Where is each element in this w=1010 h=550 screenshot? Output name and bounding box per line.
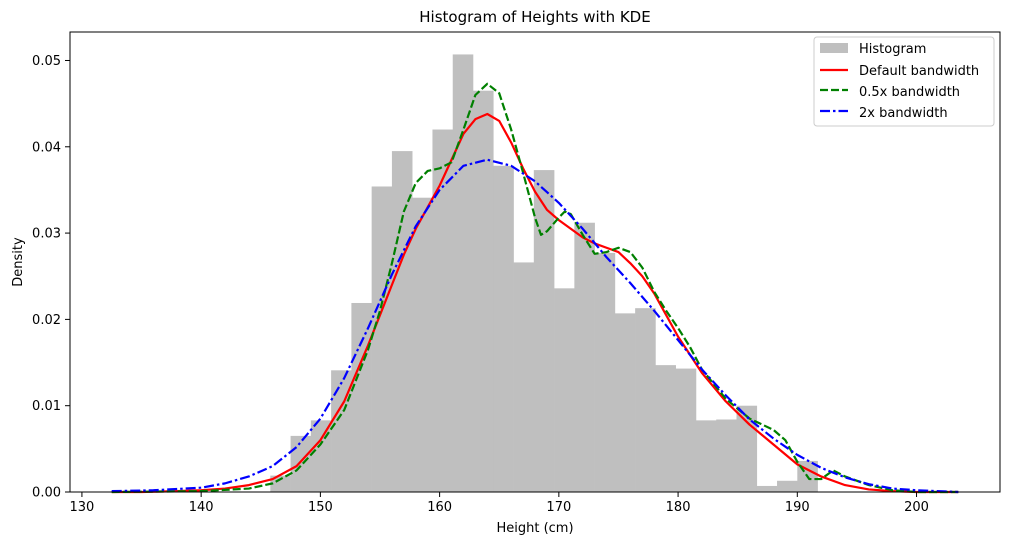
legend-box bbox=[813, 36, 995, 127]
histogram-bar bbox=[391, 151, 413, 492]
histogram-bar bbox=[736, 405, 758, 492]
y-tick-label: 0.02 bbox=[32, 313, 61, 328]
y-axis-ticks: 0.00 0.01 0.02 0.03 0.04 0.05 bbox=[32, 54, 70, 501]
x-tick-label: 170 bbox=[546, 500, 571, 515]
histogram-bar bbox=[533, 170, 555, 492]
x-tick-label: 150 bbox=[308, 500, 333, 515]
legend-histogram-swatch bbox=[820, 43, 848, 53]
kde-line-default-bandwidth bbox=[111, 112, 959, 494]
histogram-bar bbox=[270, 475, 291, 492]
legend-histogram-label: Histogram bbox=[859, 42, 926, 57]
x-tick-label: 200 bbox=[904, 500, 929, 515]
histogram-bar bbox=[513, 262, 535, 492]
histogram-bar bbox=[635, 308, 656, 492]
y-tick-label: 0.01 bbox=[32, 399, 61, 414]
histogram-bar bbox=[473, 90, 494, 492]
histogram-bar bbox=[675, 368, 697, 492]
x-axis-ticks: 130 140 150 160 170 180 190 200 bbox=[70, 492, 929, 515]
histogram-bar bbox=[695, 420, 717, 492]
histogram-bar bbox=[756, 485, 778, 492]
x-tick-label: 130 bbox=[70, 500, 95, 515]
legend-half-bandwidth-label: 0.5x bandwidth bbox=[859, 85, 960, 100]
histogram-bar bbox=[412, 197, 433, 492]
histogram-bar bbox=[432, 129, 454, 492]
histogram-bar bbox=[310, 420, 332, 492]
y-tick-label: 0.04 bbox=[32, 140, 61, 155]
x-tick-label: 180 bbox=[666, 500, 691, 515]
histogram-bar bbox=[371, 186, 393, 493]
x-tick-label: 160 bbox=[427, 500, 452, 515]
x-tick-label: 190 bbox=[785, 500, 810, 515]
histogram-bar bbox=[351, 302, 372, 492]
legend: Histogram Default bandwidth 0.5x bandwid… bbox=[813, 36, 995, 127]
chart-title: Histogram of Heights with KDE bbox=[419, 8, 650, 26]
histogram-bar bbox=[594, 252, 616, 492]
histogram-bars bbox=[270, 54, 818, 493]
histogram-bar bbox=[574, 222, 595, 493]
y-axis-label: Density bbox=[11, 237, 26, 287]
histogram-bar bbox=[493, 165, 514, 492]
x-axis-label: Height (cm) bbox=[496, 521, 573, 536]
kde-line-2x-bandwidth bbox=[111, 158, 959, 494]
histogram-bar bbox=[331, 370, 352, 492]
histogram-bar bbox=[452, 54, 474, 492]
y-tick-label: 0.00 bbox=[32, 486, 61, 501]
plot-frame bbox=[69, 31, 1001, 493]
histogram-bar bbox=[554, 288, 575, 492]
histogram-bar bbox=[777, 480, 798, 492]
x-tick-label: 140 bbox=[189, 500, 214, 515]
legend-double-bandwidth-label: 2x bandwidth bbox=[859, 106, 948, 121]
histogram-bar bbox=[290, 435, 312, 492]
y-tick-label: 0.03 bbox=[32, 227, 61, 242]
kde-curves bbox=[111, 82, 959, 494]
y-tick-label: 0.05 bbox=[32, 54, 61, 69]
histogram-bar bbox=[614, 313, 636, 492]
histogram-bar bbox=[716, 419, 737, 492]
legend-default-bandwidth-label: Default bandwidth bbox=[859, 64, 979, 79]
histogram-bar bbox=[655, 365, 676, 492]
